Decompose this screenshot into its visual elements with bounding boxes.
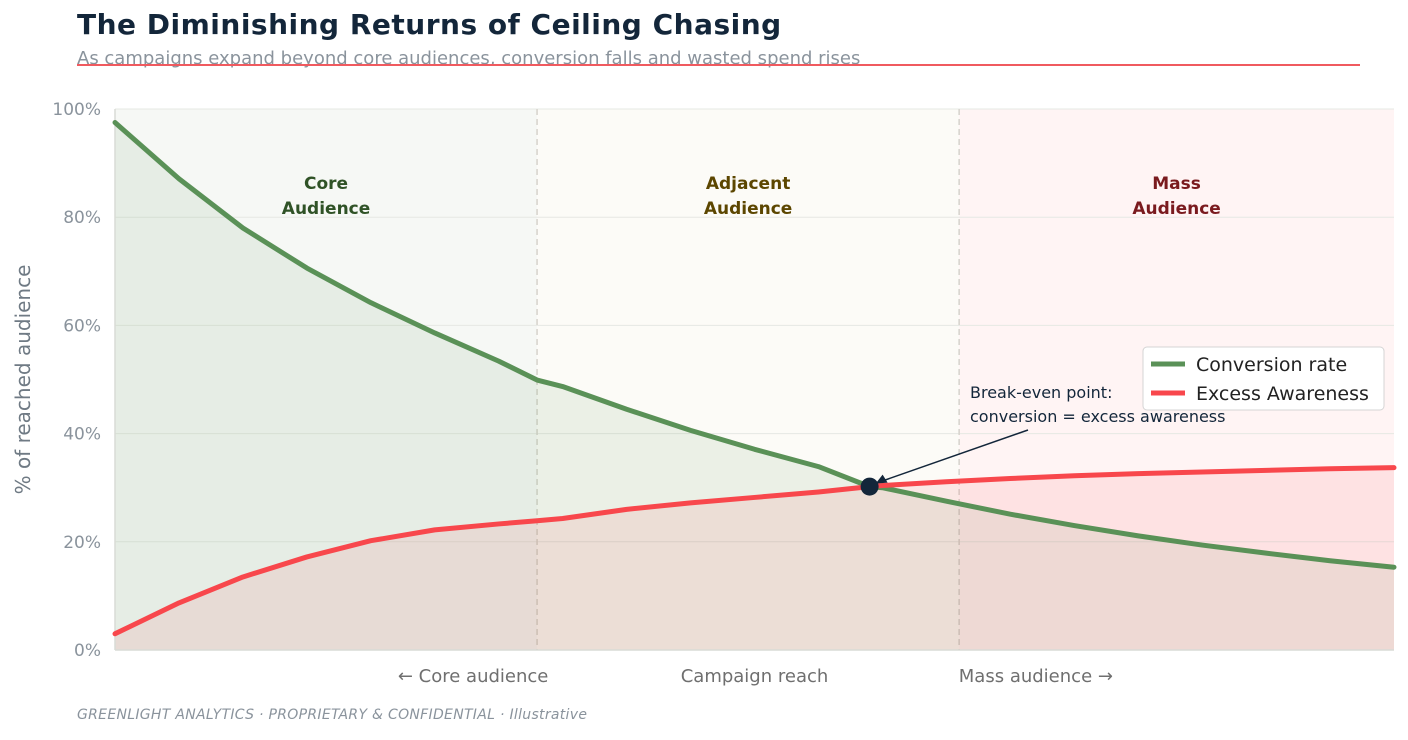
legend-label: Excess Awareness (1196, 383, 1369, 405)
series-area-fill (115, 467, 1394, 650)
y-tick-label: 80% (63, 208, 101, 228)
zone-background (537, 109, 960, 650)
series-line (112, 120, 1397, 570)
y-tick-label: 40% (63, 425, 101, 445)
title-underline (77, 64, 1360, 66)
y-axis-label: % of reached audience (11, 265, 35, 495)
x-tick-label: Mass audience → (959, 666, 1113, 687)
annotation-label: conversion = excess awareness (970, 407, 1225, 426)
chart-title: The Diminishing Returns of Ceiling Chasi… (77, 8, 782, 41)
zone-label: Audience (1132, 199, 1221, 219)
legend-box (1142, 346, 1385, 411)
series-line (112, 465, 1397, 637)
y-tick-label: 20% (63, 533, 101, 553)
zone-background (959, 109, 1394, 650)
x-tick-label: Campaign reach (681, 666, 829, 687)
annotation-arrowhead (875, 474, 888, 484)
zone-label: Adjacent (706, 174, 790, 194)
zone-label: Mass (1152, 174, 1201, 194)
zone-label: Audience (704, 199, 793, 219)
annotation-label: Break-even point: (970, 383, 1112, 402)
x-tick-label: ← Core audience (398, 666, 549, 687)
series-area-fill (115, 122, 1394, 650)
y-tick-label: 0% (74, 641, 101, 661)
footer-note: GREENLIGHT ANALYTICS · PROPRIETARY & CON… (77, 707, 588, 723)
annotation-arrow (877, 429, 1029, 484)
chart-subtitle: As campaigns expand beyond core audience… (77, 48, 861, 69)
zone-label: Audience (282, 199, 371, 219)
y-tick-label: 100% (52, 100, 101, 120)
zone-label: Core (304, 174, 348, 194)
zone-background (115, 109, 538, 650)
y-tick-label: 60% (63, 316, 101, 336)
legend-label: Conversion rate (1196, 354, 1347, 376)
break-even-point-marker (860, 477, 879, 496)
